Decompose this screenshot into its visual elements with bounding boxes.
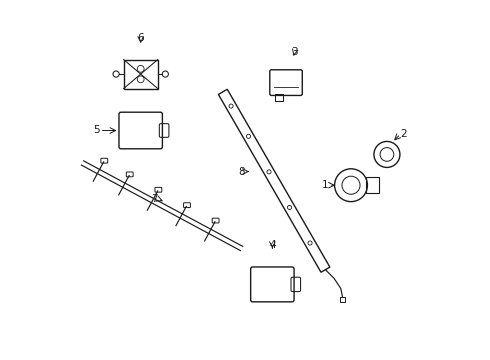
Text: 4: 4 — [269, 240, 276, 250]
Text: 8: 8 — [238, 167, 245, 176]
Text: 6: 6 — [137, 33, 144, 43]
Text: 1: 1 — [322, 180, 329, 190]
Text: 7: 7 — [151, 194, 158, 204]
Bar — [275, 94, 284, 101]
Bar — [340, 297, 345, 302]
Text: 3: 3 — [291, 47, 298, 57]
Text: 5: 5 — [93, 126, 99, 135]
Text: 2: 2 — [401, 129, 407, 139]
Bar — [123, 59, 158, 89]
Bar — [366, 177, 379, 193]
